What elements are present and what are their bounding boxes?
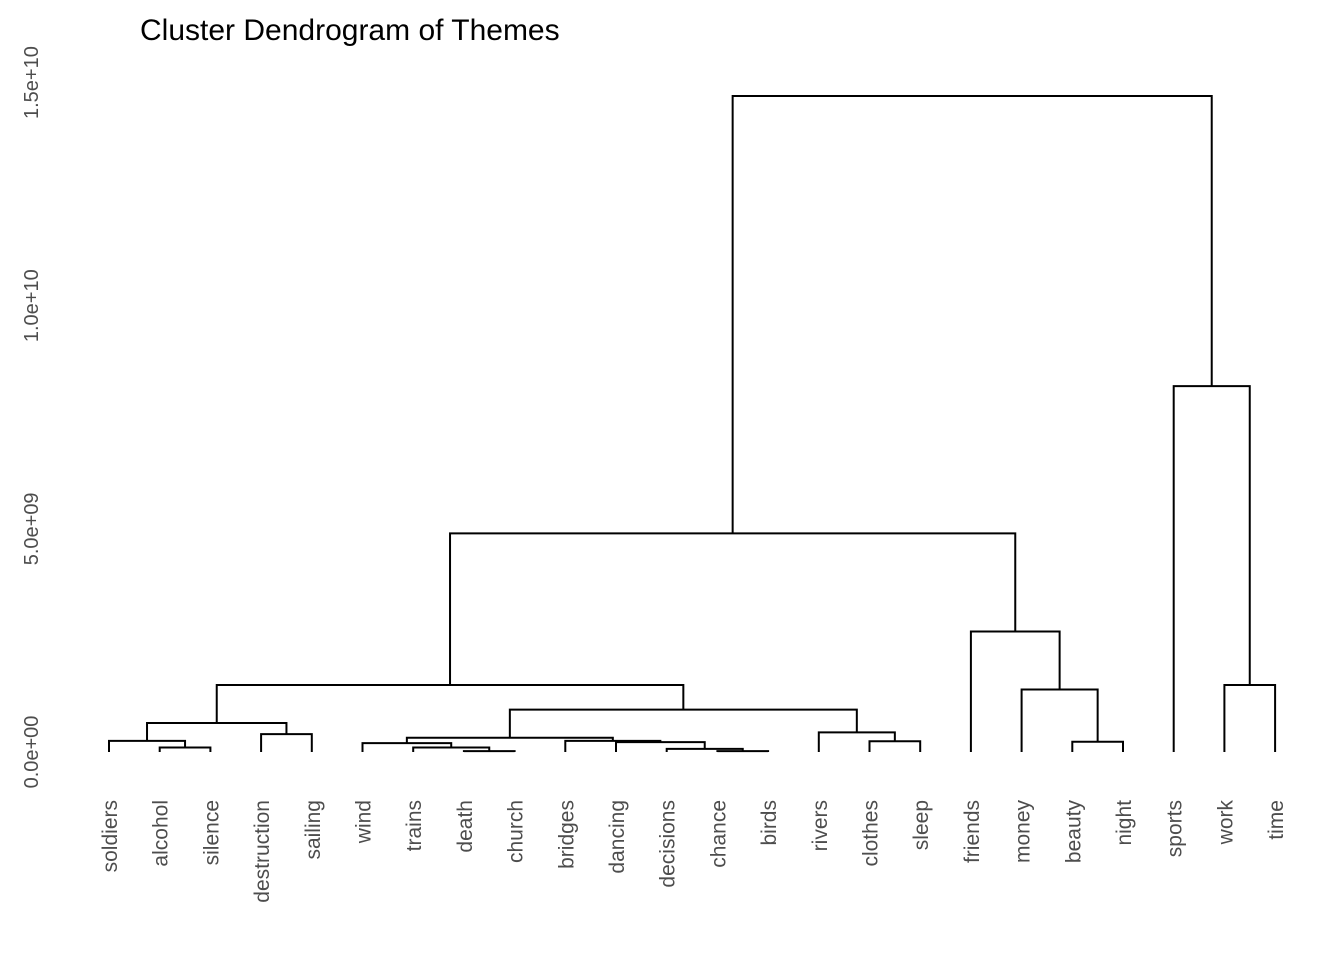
leaf-label: decisions [657, 800, 680, 888]
merge-link [449, 532, 1017, 686]
y-tick-label: 5.0e+09 [21, 492, 43, 565]
merge-link [969, 630, 1061, 752]
merge-link [564, 739, 662, 752]
leaf-label: time [1265, 800, 1288, 840]
merge-link [731, 95, 1213, 534]
merge-link [716, 750, 770, 753]
leaf-label: trains [403, 800, 426, 851]
leaf-label: soldiers [99, 800, 122, 872]
leaf-label: dancing [606, 800, 629, 874]
merge-link [462, 750, 516, 753]
leaf-label: clothes [860, 800, 883, 867]
y-tick-label: 1.0e+10 [21, 269, 43, 342]
leaf-label: birds [758, 800, 781, 846]
chart-title: Cluster Dendrogram of Themes [140, 14, 560, 47]
merge-link [508, 708, 858, 738]
merge-link [158, 746, 212, 752]
merge-link [1071, 740, 1124, 752]
leaf-label: death [454, 800, 477, 853]
merge-link [405, 736, 614, 744]
leaf-label: sailing [302, 800, 325, 860]
merge-link [361, 742, 453, 752]
leaf-labels: soldiers alcohol silence destruction sailing… [99, 800, 1288, 903]
leaf-label: night [1113, 800, 1136, 846]
merge-link [1223, 684, 1277, 752]
merge-link [146, 721, 288, 741]
merge-link [868, 740, 922, 752]
leaf-label: chance [707, 800, 730, 868]
leaf-label: silence [200, 800, 223, 865]
merge-link [1020, 688, 1099, 752]
leaf-label: work [1214, 800, 1237, 846]
leaf-label: rivers [809, 800, 832, 851]
merge-link [817, 731, 896, 752]
leaf-label: bridges [555, 800, 578, 869]
dendrogram-links [108, 95, 1277, 753]
leaf-label: destruction [251, 800, 274, 903]
leaf-label: wind [353, 800, 376, 844]
y-tick-label: 0.0e+00 [21, 716, 43, 789]
leaf-label: church [505, 800, 528, 863]
merge-link [108, 739, 187, 752]
merge-link [1172, 385, 1251, 752]
merge-link [260, 733, 313, 752]
leaf-label: sleep [910, 800, 933, 850]
merge-link [215, 684, 685, 723]
leaf-label: friends [961, 800, 984, 863]
leaf-label: beauty [1062, 800, 1085, 864]
leaf-label: money [1012, 800, 1035, 864]
merge-link [615, 741, 706, 752]
leaf-label: sports [1164, 800, 1187, 857]
y-tick-label: 1.5e+10 [21, 46, 43, 119]
y-axis: 0.0e+00 5.0e+09 1.0e+10 1.5e+10 [21, 46, 43, 788]
leaf-label: alcohol [150, 800, 173, 867]
